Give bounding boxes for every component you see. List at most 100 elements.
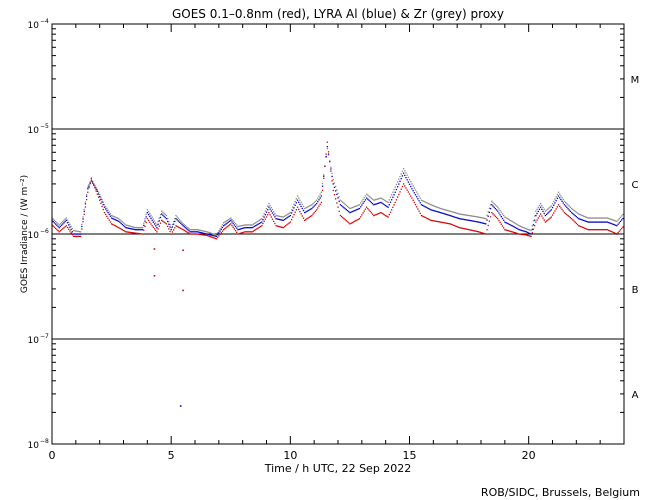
series-point — [246, 224, 249, 226]
series-point — [68, 228, 70, 230]
series-point — [319, 197, 321, 199]
series-point — [139, 229, 141, 231]
series-point — [122, 229, 125, 232]
series-point — [274, 212, 276, 215]
series-point — [336, 189, 338, 191]
series-point — [345, 220, 348, 222]
series-point — [581, 219, 583, 221]
series-point — [152, 221, 154, 223]
series-point — [280, 219, 282, 221]
series-point — [426, 207, 429, 209]
series-point — [575, 211, 578, 213]
series-point — [262, 222, 264, 225]
series-point — [439, 207, 442, 210]
x-tick-label: 5 — [168, 449, 175, 462]
series-point — [165, 223, 168, 225]
series-point — [531, 232, 533, 234]
series-point — [518, 233, 520, 235]
series-point — [578, 225, 580, 227]
series-point — [166, 225, 169, 228]
series-point — [504, 229, 506, 231]
series-point — [572, 212, 574, 215]
series-point — [457, 213, 460, 215]
series-point — [598, 217, 600, 219]
series-point — [429, 219, 431, 221]
series-point — [238, 233, 240, 235]
series-point — [497, 210, 499, 212]
series-point — [78, 230, 81, 233]
series-point — [97, 193, 100, 195]
series-point — [391, 199, 393, 201]
series-point — [495, 209, 498, 211]
series-point — [545, 209, 548, 211]
series-point — [89, 182, 91, 185]
series-point — [586, 221, 588, 223]
series-point — [449, 214, 451, 217]
series-point — [140, 229, 143, 231]
series-point — [367, 194, 369, 196]
series-point — [130, 231, 132, 234]
series-point — [306, 206, 308, 208]
series-point — [458, 213, 461, 215]
series-point — [407, 181, 410, 183]
series-point — [155, 229, 157, 231]
series-point — [236, 224, 238, 226]
series-point — [360, 216, 362, 218]
series-point — [520, 226, 523, 228]
series-point — [352, 206, 355, 208]
series-point — [301, 207, 303, 210]
series-point — [273, 220, 275, 223]
series-point — [594, 229, 597, 231]
series-point — [277, 218, 280, 220]
series-point — [77, 233, 79, 235]
series-point — [493, 203, 495, 205]
series-point — [593, 229, 595, 231]
series-point — [261, 221, 263, 223]
series-point — [597, 217, 599, 219]
series-point — [279, 226, 281, 228]
series-point — [82, 218, 84, 220]
series-point — [619, 229, 622, 231]
series-point — [605, 229, 607, 231]
series-point — [398, 183, 400, 185]
series-point — [470, 215, 473, 217]
series-point — [525, 234, 527, 236]
series-point — [481, 232, 483, 234]
series-point — [346, 221, 349, 223]
series-point — [355, 209, 357, 211]
series-point — [499, 221, 501, 224]
series-point — [509, 230, 511, 232]
series-point — [175, 225, 177, 227]
series-point — [134, 232, 137, 234]
y-axis-label: GOES Irradiance / (W m⁻²) — [20, 175, 30, 293]
series-point — [307, 209, 309, 212]
series-point — [180, 227, 182, 230]
series-point — [430, 204, 432, 206]
series-point — [364, 208, 367, 210]
series-point — [279, 218, 281, 221]
series-point — [449, 210, 451, 212]
series-point — [529, 232, 531, 235]
series-point — [610, 222, 612, 225]
series-point — [194, 231, 196, 233]
series-point — [146, 218, 149, 220]
series-point — [530, 235, 532, 238]
series-point — [273, 210, 275, 213]
series-point — [170, 229, 172, 231]
series-point — [156, 231, 158, 233]
series-point — [171, 223, 174, 226]
series-point — [537, 217, 539, 219]
series-point — [550, 216, 553, 218]
series-point — [255, 221, 257, 224]
series-point — [176, 219, 178, 221]
series-point — [488, 211, 491, 214]
outlier-point — [182, 249, 184, 252]
series-point — [88, 185, 90, 187]
series-point — [335, 185, 337, 188]
series-point — [308, 205, 311, 207]
series-point — [420, 199, 423, 201]
series-point — [150, 217, 152, 220]
series-point — [313, 212, 315, 214]
series-point — [566, 203, 568, 205]
series-point — [102, 201, 104, 203]
